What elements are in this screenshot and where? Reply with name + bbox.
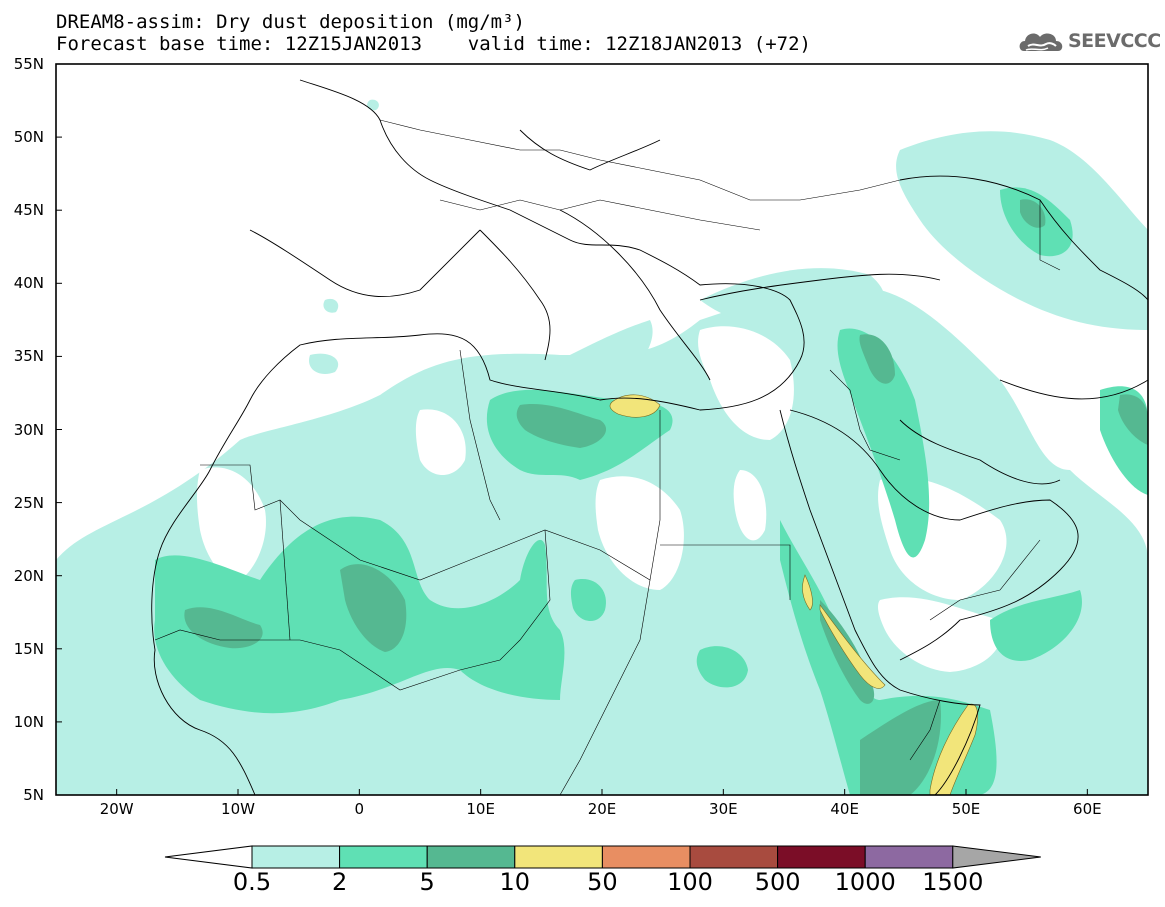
lon-label: 20E	[587, 800, 617, 818]
lat-label: 25N	[13, 493, 44, 512]
lon-label: 10W	[221, 800, 255, 818]
lat-label: 30N	[13, 420, 44, 439]
colorbar-label: 500	[754, 868, 801, 896]
lat-label: 15N	[13, 639, 44, 658]
colorbar-swatch	[251, 845, 341, 869]
colorbar-swatch	[514, 845, 603, 869]
colorbar-label: 5	[419, 868, 435, 896]
colorbar-swatch	[426, 845, 516, 869]
field-holes	[197, 326, 1007, 672]
colorbar-swatch	[339, 845, 428, 869]
colorbar-swatch	[777, 845, 866, 869]
colorbar-label: 0.5	[232, 868, 272, 896]
lat-label: 35N	[13, 347, 44, 366]
borders	[154, 119, 1061, 795]
logo-text: SEEVCCC	[1068, 30, 1161, 52]
lat-label: 40N	[13, 274, 44, 293]
chart-title: DREAM8-assim: Dry dust deposition (mg/m³…	[56, 11, 525, 33]
lat-label: 20N	[13, 566, 44, 585]
colorbar-under-arrow	[164, 845, 253, 869]
colorbar-label: 2	[331, 868, 348, 896]
colorbar-over-arrow	[952, 845, 1041, 869]
lat-label: 5N	[23, 786, 44, 804]
lon-label: 20W	[99, 800, 134, 818]
lat-label: 55N	[13, 55, 44, 73]
colorbar-swatch	[689, 845, 779, 869]
forecast-time-line: Forecast base time: 12Z15JAN2013 valid t…	[56, 33, 811, 55]
lat-label: 50N	[13, 128, 44, 147]
lon-label: 60E	[1073, 800, 1102, 818]
lat-label: 10N	[13, 712, 44, 731]
colorbar-swatch	[864, 845, 954, 869]
lon-label: 50E	[951, 800, 981, 818]
colorbar-label: 1500	[922, 868, 984, 896]
colorbar-label: 1000	[834, 868, 896, 896]
axis-ticks	[56, 63, 1088, 796]
colorbar	[164, 845, 1041, 869]
colorbar-label: 100	[667, 868, 713, 896]
lon-label: 10E	[466, 800, 495, 818]
dust-fields	[56, 99, 1148, 795]
lat-label: 45N	[13, 201, 44, 220]
seevccc-logo: SEEVCCC	[1018, 27, 1161, 57]
lon-label: 30E	[709, 800, 738, 818]
lon-label: 0	[354, 800, 365, 818]
field-yellow	[609, 394, 978, 795]
colorbar-swatch	[601, 845, 691, 869]
coastlines	[151, 79, 1148, 795]
cloud-logo-icon	[1019, 33, 1063, 51]
colorbar-label: 10	[499, 868, 531, 896]
colorbar-label: 50	[587, 868, 618, 896]
lon-label: 40E	[830, 800, 859, 818]
